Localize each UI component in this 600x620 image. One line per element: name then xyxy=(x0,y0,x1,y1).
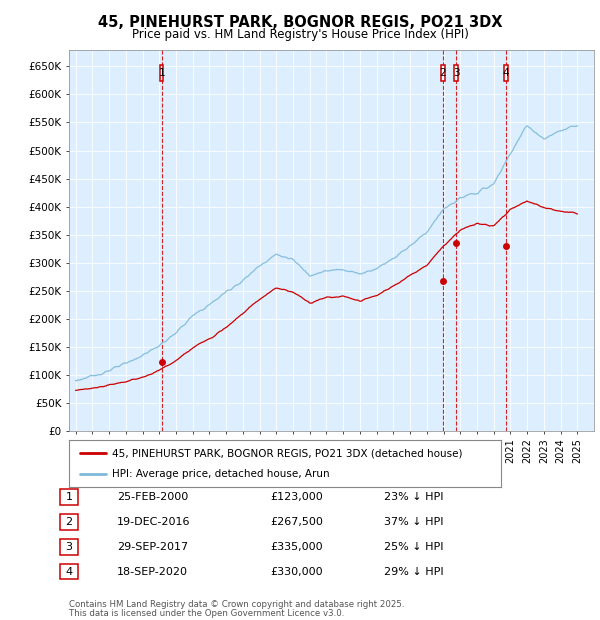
Text: Contains HM Land Registry data © Crown copyright and database right 2025.: Contains HM Land Registry data © Crown c… xyxy=(69,600,404,609)
FancyBboxPatch shape xyxy=(160,65,163,81)
Text: £335,000: £335,000 xyxy=(270,542,323,552)
Text: Price paid vs. HM Land Registry's House Price Index (HPI): Price paid vs. HM Land Registry's House … xyxy=(131,28,469,40)
FancyBboxPatch shape xyxy=(441,65,445,81)
Text: This data is licensed under the Open Government Licence v3.0.: This data is licensed under the Open Gov… xyxy=(69,609,344,618)
Text: 45, PINEHURST PARK, BOGNOR REGIS, PO21 3DX: 45, PINEHURST PARK, BOGNOR REGIS, PO21 3… xyxy=(98,16,502,30)
Text: 4: 4 xyxy=(65,567,73,577)
Text: 2: 2 xyxy=(440,68,446,78)
Text: 19-DEC-2016: 19-DEC-2016 xyxy=(117,517,191,527)
Text: £330,000: £330,000 xyxy=(270,567,323,577)
Text: 4: 4 xyxy=(502,68,509,78)
Text: £267,500: £267,500 xyxy=(270,517,323,527)
FancyBboxPatch shape xyxy=(454,65,458,81)
Text: 3: 3 xyxy=(453,68,460,78)
Text: £123,000: £123,000 xyxy=(270,492,323,502)
Text: 45, PINEHURST PARK, BOGNOR REGIS, PO21 3DX (detached house): 45, PINEHURST PARK, BOGNOR REGIS, PO21 3… xyxy=(112,448,463,458)
Text: 1: 1 xyxy=(158,68,165,78)
Text: 29% ↓ HPI: 29% ↓ HPI xyxy=(384,567,443,577)
Text: 23% ↓ HPI: 23% ↓ HPI xyxy=(384,492,443,502)
Text: 1: 1 xyxy=(65,492,73,502)
Text: 2: 2 xyxy=(65,517,73,527)
FancyBboxPatch shape xyxy=(504,65,508,81)
Text: 25-FEB-2000: 25-FEB-2000 xyxy=(117,492,188,502)
Text: 37% ↓ HPI: 37% ↓ HPI xyxy=(384,517,443,527)
Text: 25% ↓ HPI: 25% ↓ HPI xyxy=(384,542,443,552)
Text: 29-SEP-2017: 29-SEP-2017 xyxy=(117,542,188,552)
Text: 18-SEP-2020: 18-SEP-2020 xyxy=(117,567,188,577)
Text: 3: 3 xyxy=(65,542,73,552)
Text: HPI: Average price, detached house, Arun: HPI: Average price, detached house, Arun xyxy=(112,469,330,479)
